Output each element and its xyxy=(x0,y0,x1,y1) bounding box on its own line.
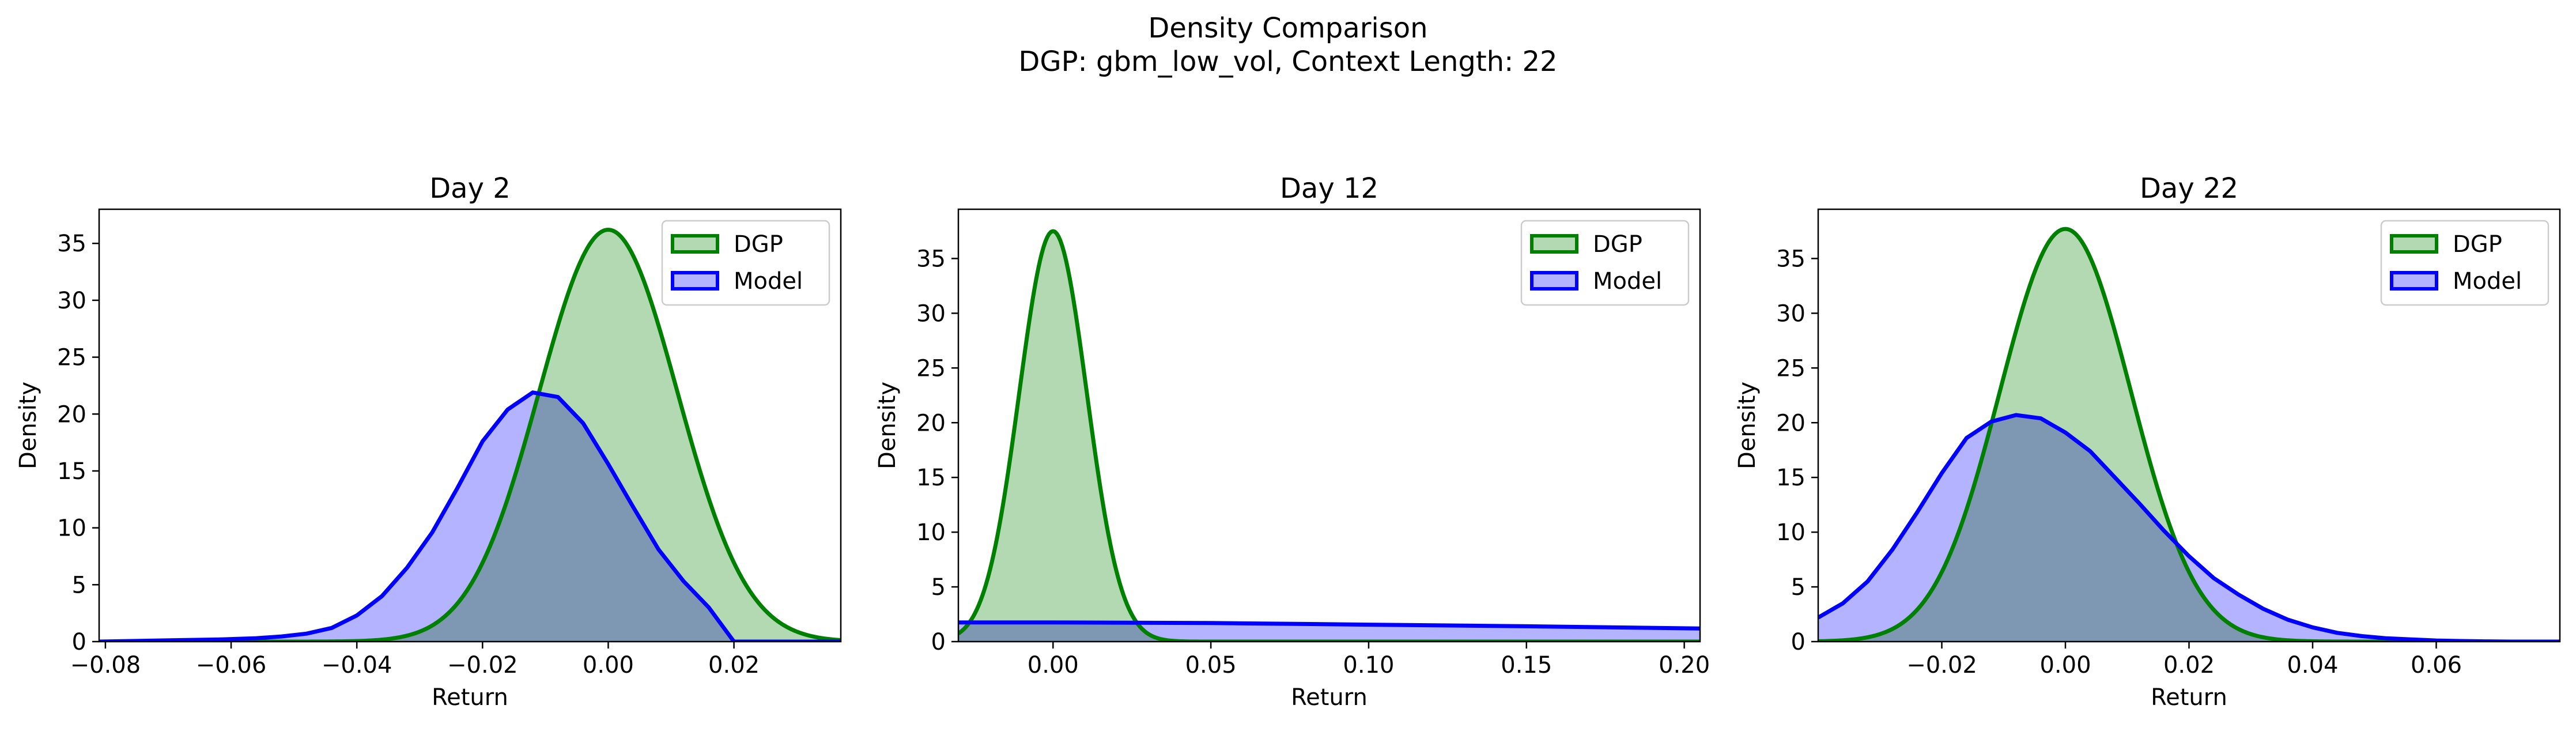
x-axis-label: Return xyxy=(1291,684,1368,711)
x-tick-label: 0.00 xyxy=(1028,652,1079,679)
x-tick-label: −0.08 xyxy=(70,652,141,679)
y-tick-label: 15 xyxy=(57,458,86,485)
legend-label-model: Model xyxy=(1593,268,1662,295)
y-tick-label: 0 xyxy=(1791,629,1806,655)
y-tick-label: 0 xyxy=(72,629,86,655)
series-fill-dgp xyxy=(99,229,841,642)
y-tick-label: 20 xyxy=(57,401,86,428)
subplot-title: Day 22 xyxy=(2140,172,2238,205)
subplot-title: Day 12 xyxy=(1280,172,1378,205)
x-tick-label: 0.00 xyxy=(2039,652,2091,679)
series-line-dgp xyxy=(1818,227,2560,642)
series-line-model xyxy=(1818,413,2560,642)
plot-area xyxy=(99,228,841,642)
y-tick-label: 25 xyxy=(57,345,86,371)
legend-label-model: Model xyxy=(2453,268,2522,295)
series-fill-model xyxy=(1818,414,2560,642)
subplots: −0.08 −0.06 −0.04 −0.02 0.00 0.02 0 5 10 15 20 25 30… xyxy=(15,172,2561,711)
legend-swatch-model xyxy=(2390,271,2438,291)
axes-frame xyxy=(98,208,842,643)
y-axis-label: Density xyxy=(15,382,41,469)
legend: DGP Model xyxy=(1520,220,1690,306)
y-tick-label: 30 xyxy=(57,288,86,314)
y-tick-label: 0 xyxy=(931,629,946,655)
x-tick-label: −0.06 xyxy=(196,652,267,679)
y-tick-label: 35 xyxy=(57,231,86,257)
y-tick-label: 35 xyxy=(1776,246,1806,272)
y-tick-label: 5 xyxy=(931,574,946,601)
y-axis-label: Density xyxy=(874,382,901,469)
legend-swatch-model xyxy=(671,271,719,291)
x-tick-label: 0.02 xyxy=(708,652,760,679)
series-line-dgp xyxy=(958,229,1700,642)
x-tick-label: −0.02 xyxy=(1906,652,1977,679)
y-tick-label: 35 xyxy=(916,246,946,272)
legend: DGP Model xyxy=(661,220,830,306)
series-line-dgp xyxy=(99,228,841,642)
legend-label-model: Model xyxy=(734,268,803,295)
legend-swatch-dgp xyxy=(1530,234,1578,254)
y-tick-label: 15 xyxy=(1776,465,1806,491)
x-tick-label: −0.04 xyxy=(322,652,392,679)
x-tick-label: 0.10 xyxy=(1343,652,1394,679)
subplot-day-1: −0.08 −0.06 −0.04 −0.02 0.00 0.02 0 5 10 15 20 25 30… xyxy=(15,172,842,711)
legend-label-dgp: DGP xyxy=(2453,231,2502,258)
x-tick-label: 0.15 xyxy=(1501,652,1552,679)
legend-label-dgp: DGP xyxy=(734,231,783,258)
y-tick-label: 20 xyxy=(1776,410,1806,436)
x-tick-label: 0.20 xyxy=(1659,652,1710,679)
axes-frame xyxy=(957,208,1701,643)
x-tick-label: 0.04 xyxy=(2287,652,2338,679)
x-axis-label: Return xyxy=(2151,684,2227,711)
plot-area xyxy=(1818,227,2560,642)
subplot-day-3: −0.02 0.00 0.02 0.04 0.06 0 5 10 15 20 25 30 35 Day 2… xyxy=(1734,172,2561,711)
y-tick-label: 25 xyxy=(916,355,946,382)
legend-swatch-dgp xyxy=(671,234,719,254)
subplot-day-2: 0.00 0.05 0.10 0.15 0.20 0 5 10 15 20 25 30 35 Day 12… xyxy=(874,172,1710,711)
y-axis-label: Density xyxy=(1734,382,1761,469)
y-tick-label: 25 xyxy=(1776,355,1806,382)
y-tick-label: 20 xyxy=(916,410,946,436)
y-tick-label: 15 xyxy=(916,465,946,491)
legend-label-dgp: DGP xyxy=(1593,231,1642,258)
x-tick-label: −0.02 xyxy=(447,652,518,679)
series-line-model xyxy=(958,620,1700,631)
series-fill-model xyxy=(99,392,841,642)
series-fill-dgp xyxy=(958,231,1700,642)
y-tick-label: 10 xyxy=(916,519,946,546)
x-tick-label: 0.02 xyxy=(2163,652,2215,679)
y-tick-label: 5 xyxy=(1791,574,1806,601)
y-tick-label: 10 xyxy=(57,515,86,542)
figure-subtitle: DGP: gbm_low_vol, Context Length: 22 xyxy=(1018,46,1557,78)
legend: DGP Model xyxy=(2380,220,2549,306)
x-axis-label: Return xyxy=(432,684,508,711)
y-tick-label: 30 xyxy=(1776,300,1806,327)
y-tick-label: 10 xyxy=(1776,519,1806,546)
y-tick-label: 30 xyxy=(916,300,946,327)
series-line-model xyxy=(99,390,841,642)
plot-area xyxy=(958,229,1700,642)
subplot-title: Day 2 xyxy=(429,172,511,205)
x-tick-label: 0.05 xyxy=(1185,652,1237,679)
y-tick-label: 5 xyxy=(72,572,86,598)
figure-title: Density Comparison xyxy=(1148,12,1427,44)
legend-swatch-model xyxy=(1530,271,1578,291)
legend-swatch-dgp xyxy=(2390,234,2438,254)
x-tick-label: 0.06 xyxy=(2411,652,2462,679)
x-tick-label: 0.00 xyxy=(583,652,634,679)
